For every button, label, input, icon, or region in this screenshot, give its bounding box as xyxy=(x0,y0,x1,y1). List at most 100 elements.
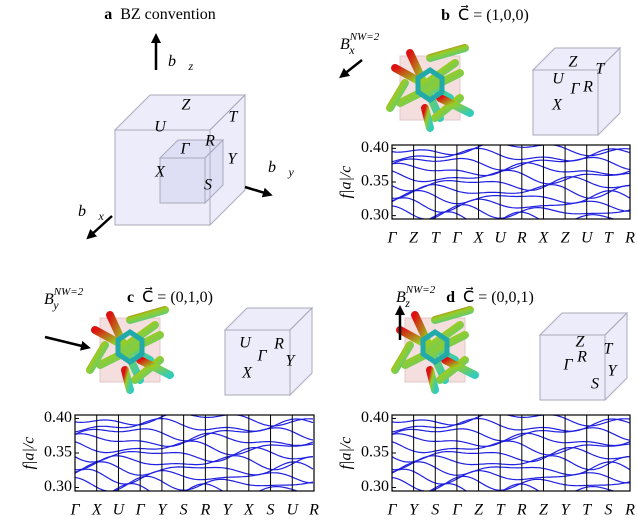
bz-point: R xyxy=(582,79,593,96)
kpath-label: Y xyxy=(409,502,420,519)
kpath-label: S xyxy=(180,502,188,519)
bz-point: T xyxy=(604,341,614,358)
band-line xyxy=(392,190,630,205)
axis-label: b⃗z xyxy=(168,53,193,73)
band-line xyxy=(75,468,313,485)
panel-letter: d xyxy=(446,289,455,306)
panel-title: a BZ convention xyxy=(104,6,216,23)
crystal-rod xyxy=(436,94,474,117)
kpath-label: Γ xyxy=(69,502,80,519)
kpath-label: Z xyxy=(539,502,549,519)
kpath-label: Y xyxy=(223,502,234,519)
field-label-base: B xyxy=(340,36,350,53)
band-line xyxy=(75,482,300,491)
cube-face xyxy=(289,306,313,397)
kpath-label: Γ xyxy=(451,502,462,519)
bz-cube xyxy=(223,306,314,397)
kpath-label: Z xyxy=(409,230,419,247)
y-tick-label: 0.40 xyxy=(361,409,389,426)
band-line xyxy=(392,169,630,185)
crystal-rod xyxy=(431,306,474,324)
field-label: BNW=2 y xyxy=(44,286,84,312)
kpath-label: Γ xyxy=(386,502,397,519)
band-line xyxy=(392,447,630,463)
band-line xyxy=(392,468,630,485)
kpath-label: R xyxy=(308,502,319,519)
crystal-rod xyxy=(126,306,169,324)
bands xyxy=(75,415,314,491)
kpath-label: S xyxy=(431,502,439,519)
band-line xyxy=(392,461,630,476)
y-tick-label: 0.40 xyxy=(44,409,72,426)
cube-face xyxy=(209,93,246,227)
band-line xyxy=(392,156,630,171)
bz-point: Γ xyxy=(562,357,573,374)
bz-point: U xyxy=(154,119,167,136)
field-label-sub: y xyxy=(52,298,59,312)
kpath-label: Γ xyxy=(135,502,146,519)
crystal-ring xyxy=(115,328,145,366)
axis-label-base: b⃗ xyxy=(268,159,288,176)
y-tick-label: 0.35 xyxy=(361,444,389,461)
panel-heading: C⃗ = (0,1,0) xyxy=(142,286,213,306)
band-line xyxy=(392,197,630,213)
kpath-label: T xyxy=(496,502,506,519)
bz-point: X xyxy=(154,164,166,181)
axis-label-sub: z xyxy=(187,59,193,73)
field-label-sup: NW=2 xyxy=(53,286,84,298)
band-plot: Γ Z T Γ X U R X Z U T R0.300.350.40f|a|/c xyxy=(338,139,635,247)
field-arrow xyxy=(44,335,91,351)
bz-cube xyxy=(158,138,225,205)
axis-arrow xyxy=(244,185,273,198)
panel-heading: C⃗ = (1,0,0) xyxy=(458,4,529,24)
crystal-ring xyxy=(415,66,445,104)
kpath-label: T xyxy=(582,502,592,519)
crystal-rod xyxy=(396,69,464,107)
kpath-label: R xyxy=(516,230,527,247)
crystal-rod xyxy=(86,341,109,374)
axis-label-sub: y xyxy=(287,165,294,179)
kpath-label: Γ xyxy=(451,230,462,247)
y-tick-label: 0.30 xyxy=(361,478,389,495)
crystal-rod xyxy=(421,104,434,132)
bz-point: T xyxy=(229,109,239,126)
band-line xyxy=(75,440,314,456)
bands xyxy=(392,145,630,219)
panel-heading: C⃗ = (0,0,1) xyxy=(463,286,534,306)
bz-point: R xyxy=(576,349,587,366)
panel-letter: b xyxy=(441,7,450,24)
field-label: BNW=2 x xyxy=(340,31,380,57)
bz-point: Z xyxy=(569,54,579,71)
bz-point: U xyxy=(552,71,565,88)
bz-cube xyxy=(113,93,247,227)
axis-label-base: b⃗ xyxy=(78,203,98,220)
kpath-label: Γ xyxy=(386,230,397,247)
bz-point: U xyxy=(239,335,252,352)
field-label: BNW=2 z xyxy=(396,284,436,310)
band-line xyxy=(75,427,314,442)
bz-point: T xyxy=(596,61,606,78)
kpath-label: R xyxy=(199,502,210,519)
panel-heading: BZ convention xyxy=(120,6,216,23)
bz-point: Γ xyxy=(179,141,190,158)
kpath-label: S xyxy=(267,502,275,519)
kpath-label: U xyxy=(113,502,126,519)
kpath-label: X xyxy=(91,502,103,519)
band-plot: Γ Y S Γ Z T R Z Y T S R0.300.350.40f|a|/c xyxy=(338,409,635,519)
y-tick-label: 0.30 xyxy=(44,478,72,495)
crystal-rod xyxy=(426,44,469,62)
band-line xyxy=(392,204,630,219)
band-line xyxy=(75,475,314,491)
field-label-sub: z xyxy=(404,296,410,310)
bz-point: Y xyxy=(286,353,297,370)
band-line xyxy=(392,482,617,491)
band-line xyxy=(75,432,314,448)
panel-title: d C⃗ = (0,0,1) xyxy=(446,286,534,306)
y-axis-label: f|a|/c xyxy=(338,166,355,199)
bz-point: X xyxy=(551,97,563,114)
band-line xyxy=(75,461,314,476)
kpath-label: R xyxy=(516,502,527,519)
kpath-label: R xyxy=(624,230,635,247)
band-line xyxy=(75,417,314,433)
axis-label-base: b⃗ xyxy=(168,53,188,70)
